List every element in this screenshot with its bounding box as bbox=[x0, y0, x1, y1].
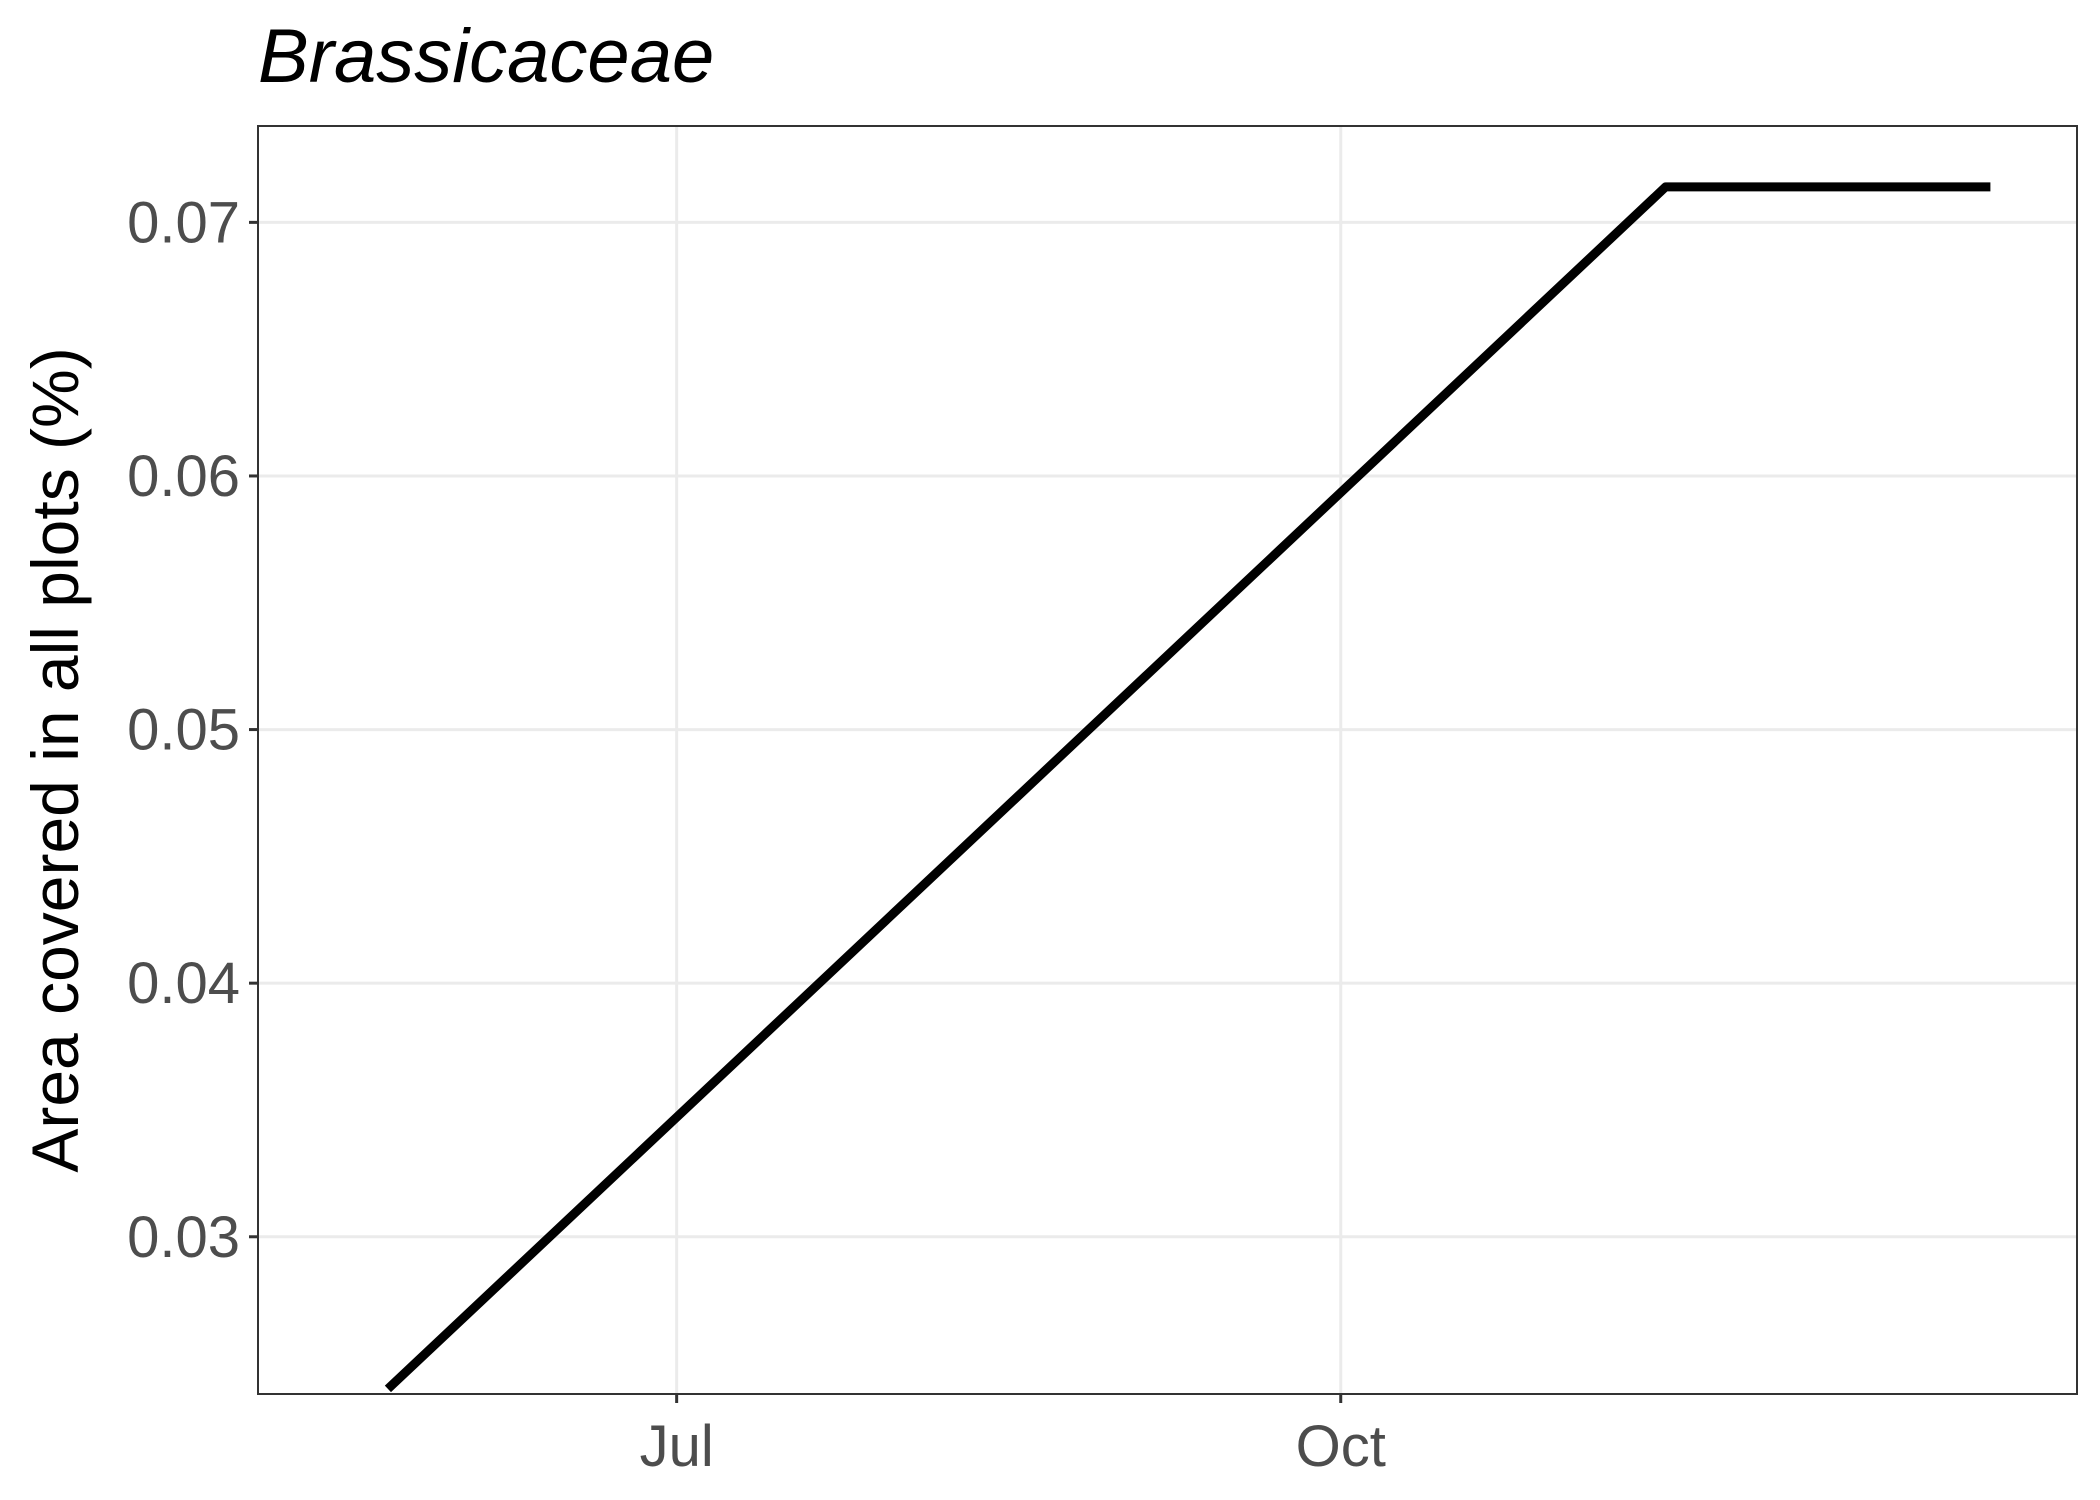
y-tick-label: 0.05 bbox=[127, 698, 240, 763]
plot-panel bbox=[257, 125, 2078, 1395]
y-tick-label: 0.07 bbox=[127, 190, 240, 255]
y-tick-label: 0.03 bbox=[127, 1205, 240, 1270]
series-line bbox=[384, 182, 1991, 1393]
gridlines bbox=[258, 126, 2077, 1394]
y-axis-title: Area covered in all plots (%) bbox=[18, 347, 92, 1172]
series-layer bbox=[384, 182, 1991, 1393]
tick-labels: 0.03 0.04 0.05 0.06 0.07 Jul Oct bbox=[127, 190, 1386, 1479]
axis-ticks bbox=[249, 220, 1343, 1403]
x-tick-label: Oct bbox=[1296, 1414, 1386, 1479]
y-tick-label: 0.04 bbox=[127, 951, 240, 1016]
x-tick-label: Jul bbox=[640, 1414, 714, 1479]
y-tick-label: 0.06 bbox=[127, 444, 240, 509]
chart-title: Brassicaceae bbox=[258, 14, 714, 99]
